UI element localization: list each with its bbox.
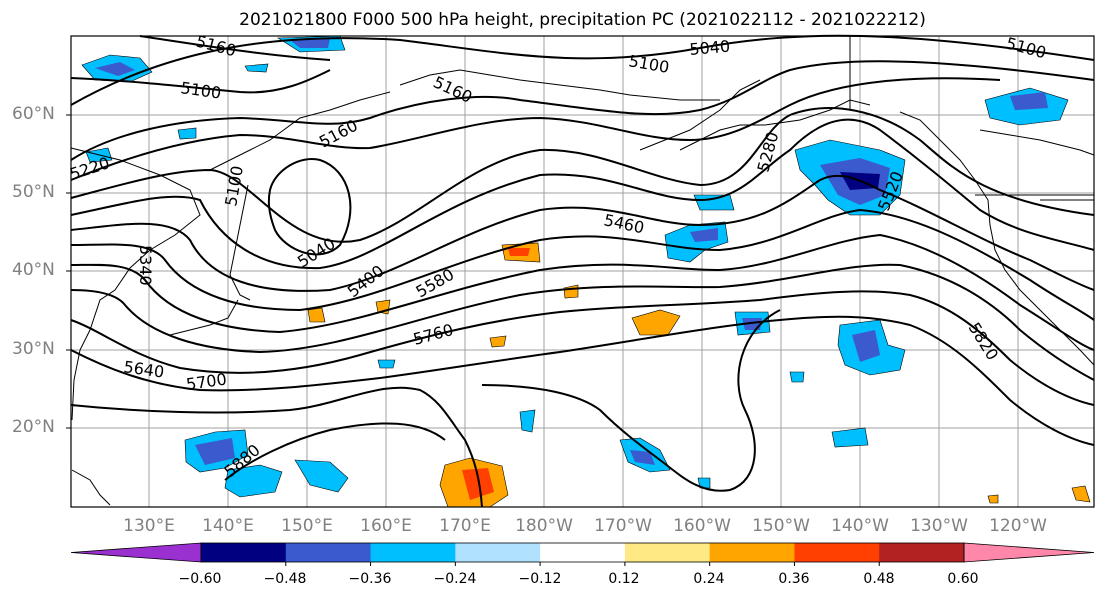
colorbar-segment <box>540 543 626 562</box>
lat-label: 60°N <box>12 104 55 124</box>
lon-label: 130°W <box>910 516 968 536</box>
lon-label: 140°W <box>831 516 889 536</box>
colorbar-tick-label: −0.48 <box>263 571 307 587</box>
graticule <box>71 36 1094 507</box>
colorbar-tick-label: 0.48 <box>863 571 895 587</box>
colorbar-extension-low <box>70 542 202 563</box>
colorbar-tick-label: −0.36 <box>348 571 392 587</box>
colorbar-tick-label: −0.12 <box>518 571 562 587</box>
lat-label: 20°N <box>12 417 55 437</box>
colorbar-segment <box>709 543 795 562</box>
lat-label: 30°N <box>12 339 55 359</box>
lon-label: 180°W <box>515 516 573 536</box>
lon-label: 150°W <box>752 516 810 536</box>
map-title: 2021021800 F000 500 hPa height, precipit… <box>239 10 926 30</box>
height-contours <box>70 34 1095 508</box>
colorbar-segment <box>455 543 541 562</box>
colorbar-segment <box>370 543 456 562</box>
colorbar-tick-label: 0.60 <box>947 571 979 587</box>
lon-label: 150°E <box>281 516 333 536</box>
colorbar-tick-label: −0.60 <box>178 571 222 587</box>
lat-label: 50°N <box>12 182 55 202</box>
colorbar <box>70 542 1095 566</box>
colorbar-extension-high <box>963 542 1095 563</box>
colorbar-segment <box>794 543 880 562</box>
contour-label: 5340 <box>136 245 155 286</box>
colorbar-segment <box>879 543 965 562</box>
axis-ticks <box>66 114 71 429</box>
contour-label: 5040 <box>689 37 731 59</box>
colorbar-border <box>200 542 965 563</box>
colorbar-tick-label: 0.12 <box>608 571 640 587</box>
coastlines <box>70 36 1095 506</box>
colorbar-segment <box>624 543 711 562</box>
lon-label: 160°W <box>673 516 731 536</box>
lon-label: 140°E <box>202 516 254 536</box>
colorbar-tick-label: −0.24 <box>433 571 477 587</box>
lon-label: 160°E <box>360 516 412 536</box>
colorbar-tick-label: 0.24 <box>693 571 725 587</box>
colorbar-segment <box>285 543 372 562</box>
lon-label: 120°W <box>989 516 1047 536</box>
colorbar-segment <box>201 543 287 562</box>
colorbar-tick-label: 0.36 <box>778 571 810 587</box>
lon-label: 130°E <box>123 516 175 536</box>
lat-label: 40°N <box>12 260 55 280</box>
lon-label: 170°W <box>594 516 652 536</box>
lon-label: 170°E <box>439 516 491 536</box>
